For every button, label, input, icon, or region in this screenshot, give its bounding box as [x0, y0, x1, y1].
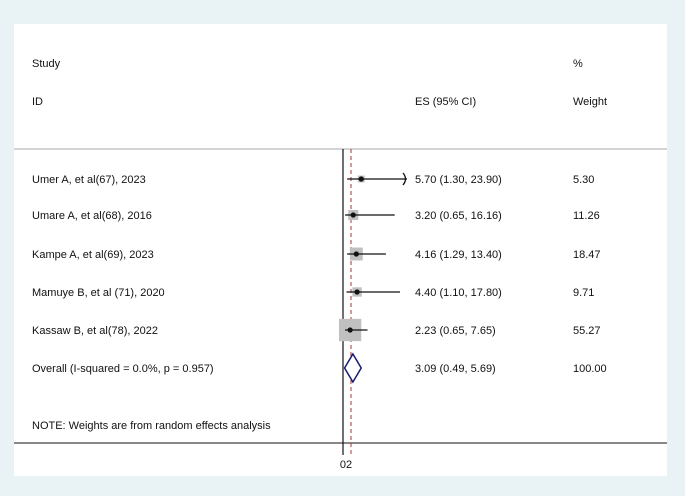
id-header: ID [32, 96, 43, 108]
study-label: Umer A, et al(67), 2023 [32, 174, 146, 186]
x-tick-label: 02 [340, 459, 352, 471]
overall-weight-text: 100.00 [573, 363, 607, 375]
point-estimate [358, 176, 364, 182]
study-row: Umare A, et al(68), 2016 3.20 (0.65, 16.1… [32, 209, 600, 222]
weight-text: 9.71 [573, 287, 594, 299]
study-label: Mamuye B, et al (71), 2020 [32, 287, 165, 299]
study-row: Mamuye B, et al (71), 2020 4.40 (1.10, 17… [32, 287, 594, 299]
study-row: Umer A, et al(67), 2023 5.70 (1.30, 23.90… [32, 172, 594, 186]
point-estimate [347, 327, 353, 333]
study-row: Kassaw B, et al(78), 2022 2.23 (0.65, 7.6… [32, 318, 601, 342]
es-ci-text: 3.20 (0.65, 16.16) [415, 210, 502, 222]
es-ci-text: 2.23 (0.65, 7.65) [415, 325, 496, 337]
es-ci-text: 4.16 (1.29, 13.40) [415, 249, 502, 261]
overall-diamond [343, 352, 363, 384]
percent-header: % [573, 58, 583, 70]
study-header: Study [32, 58, 61, 70]
overall-es-text: 3.09 (0.49, 5.69) [415, 363, 496, 375]
note-text: NOTE: Weights are from random effects an… [32, 420, 271, 432]
overall-row: Overall (I-squared = 0.0%, p = 0.957) 3.… [32, 352, 607, 384]
study-label: Kassaw B, et al(78), 2022 [32, 325, 158, 337]
weight-text: 5.30 [573, 174, 594, 186]
point-estimate [350, 212, 356, 218]
weight-text: 55.27 [573, 325, 601, 337]
es-header: ES (95% CI) [415, 96, 476, 108]
ci-arrow [402, 172, 407, 186]
study-label: Umare A, et al(68), 2016 [32, 210, 152, 222]
es-ci-text: 5.70 (1.30, 23.90) [415, 174, 502, 186]
study-label: Kampe A, et al(69), 2023 [32, 249, 154, 261]
weight-header: Weight [573, 96, 607, 108]
study-rows: Umer A, et al(67), 2023 5.70 (1.30, 23.90… [32, 172, 601, 342]
point-estimate [353, 251, 359, 257]
plot-panel [14, 24, 667, 476]
weight-text: 18.47 [573, 249, 601, 261]
point-estimate [354, 289, 360, 295]
study-row: Kampe A, et al(69), 2023 4.16 (1.29, 13.4… [32, 247, 601, 261]
weight-text: 11.26 [573, 210, 600, 222]
overall-label: Overall (I-squared = 0.0%, p = 0.957) [32, 363, 214, 375]
es-ci-text: 4.40 (1.10, 17.80) [415, 287, 502, 299]
